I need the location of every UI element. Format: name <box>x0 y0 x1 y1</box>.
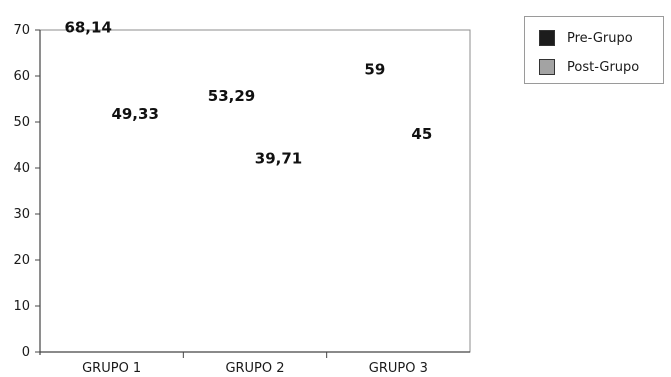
data-labels: 68,14 49,33 53,29 39,71 59 45 <box>64 19 432 168</box>
y-tick-label-10: 10 <box>13 299 30 314</box>
data-label-pre-grupo-2: 53,29 <box>208 87 255 105</box>
plot-frame <box>39 29 471 353</box>
x-category-labels: GRUPO 1 GRUPO 2 GRUPO 3 <box>82 361 428 376</box>
y-tick-label-70: 70 <box>13 23 30 38</box>
data-label-pre-grupo-1: 68,14 <box>64 19 111 37</box>
data-label-pre-grupo-3: 59 <box>364 61 385 79</box>
y-tick-label-50: 50 <box>13 115 30 130</box>
x-category-label-1: GRUPO 1 <box>82 361 141 376</box>
y-tick-label-30: 30 <box>13 207 30 222</box>
y-tick-labels: 0 10 20 30 40 50 60 70 <box>13 23 30 360</box>
legend-label-post-grupo: Post-Grupo <box>567 59 640 75</box>
x-category-label-3: GRUPO 3 <box>369 361 428 376</box>
data-label-post-grupo-2: 39,71 <box>255 149 302 167</box>
data-label-post-grupo-1: 49,33 <box>111 105 158 123</box>
legend-swatch-post-grupo <box>539 59 555 75</box>
data-label-post-grupo-3: 45 <box>411 125 432 143</box>
legend: Pre-Grupo Post-Grupo <box>524 16 664 84</box>
y-tick-label-0: 0 <box>22 345 30 360</box>
y-tick-label-20: 20 <box>13 253 30 268</box>
legend-item-post-grupo: Post-Grupo <box>539 57 639 77</box>
axes <box>35 29 471 358</box>
x-category-label-2: GRUPO 2 <box>225 361 284 376</box>
y-tick-label-60: 60 <box>13 69 30 84</box>
legend-label-pre-grupo: Pre-Grupo <box>567 30 633 46</box>
legend-swatch-pre-grupo <box>539 30 555 46</box>
legend-item-pre-grupo: Pre-Grupo <box>539 28 633 48</box>
y-tick-label-40: 40 <box>13 161 30 176</box>
